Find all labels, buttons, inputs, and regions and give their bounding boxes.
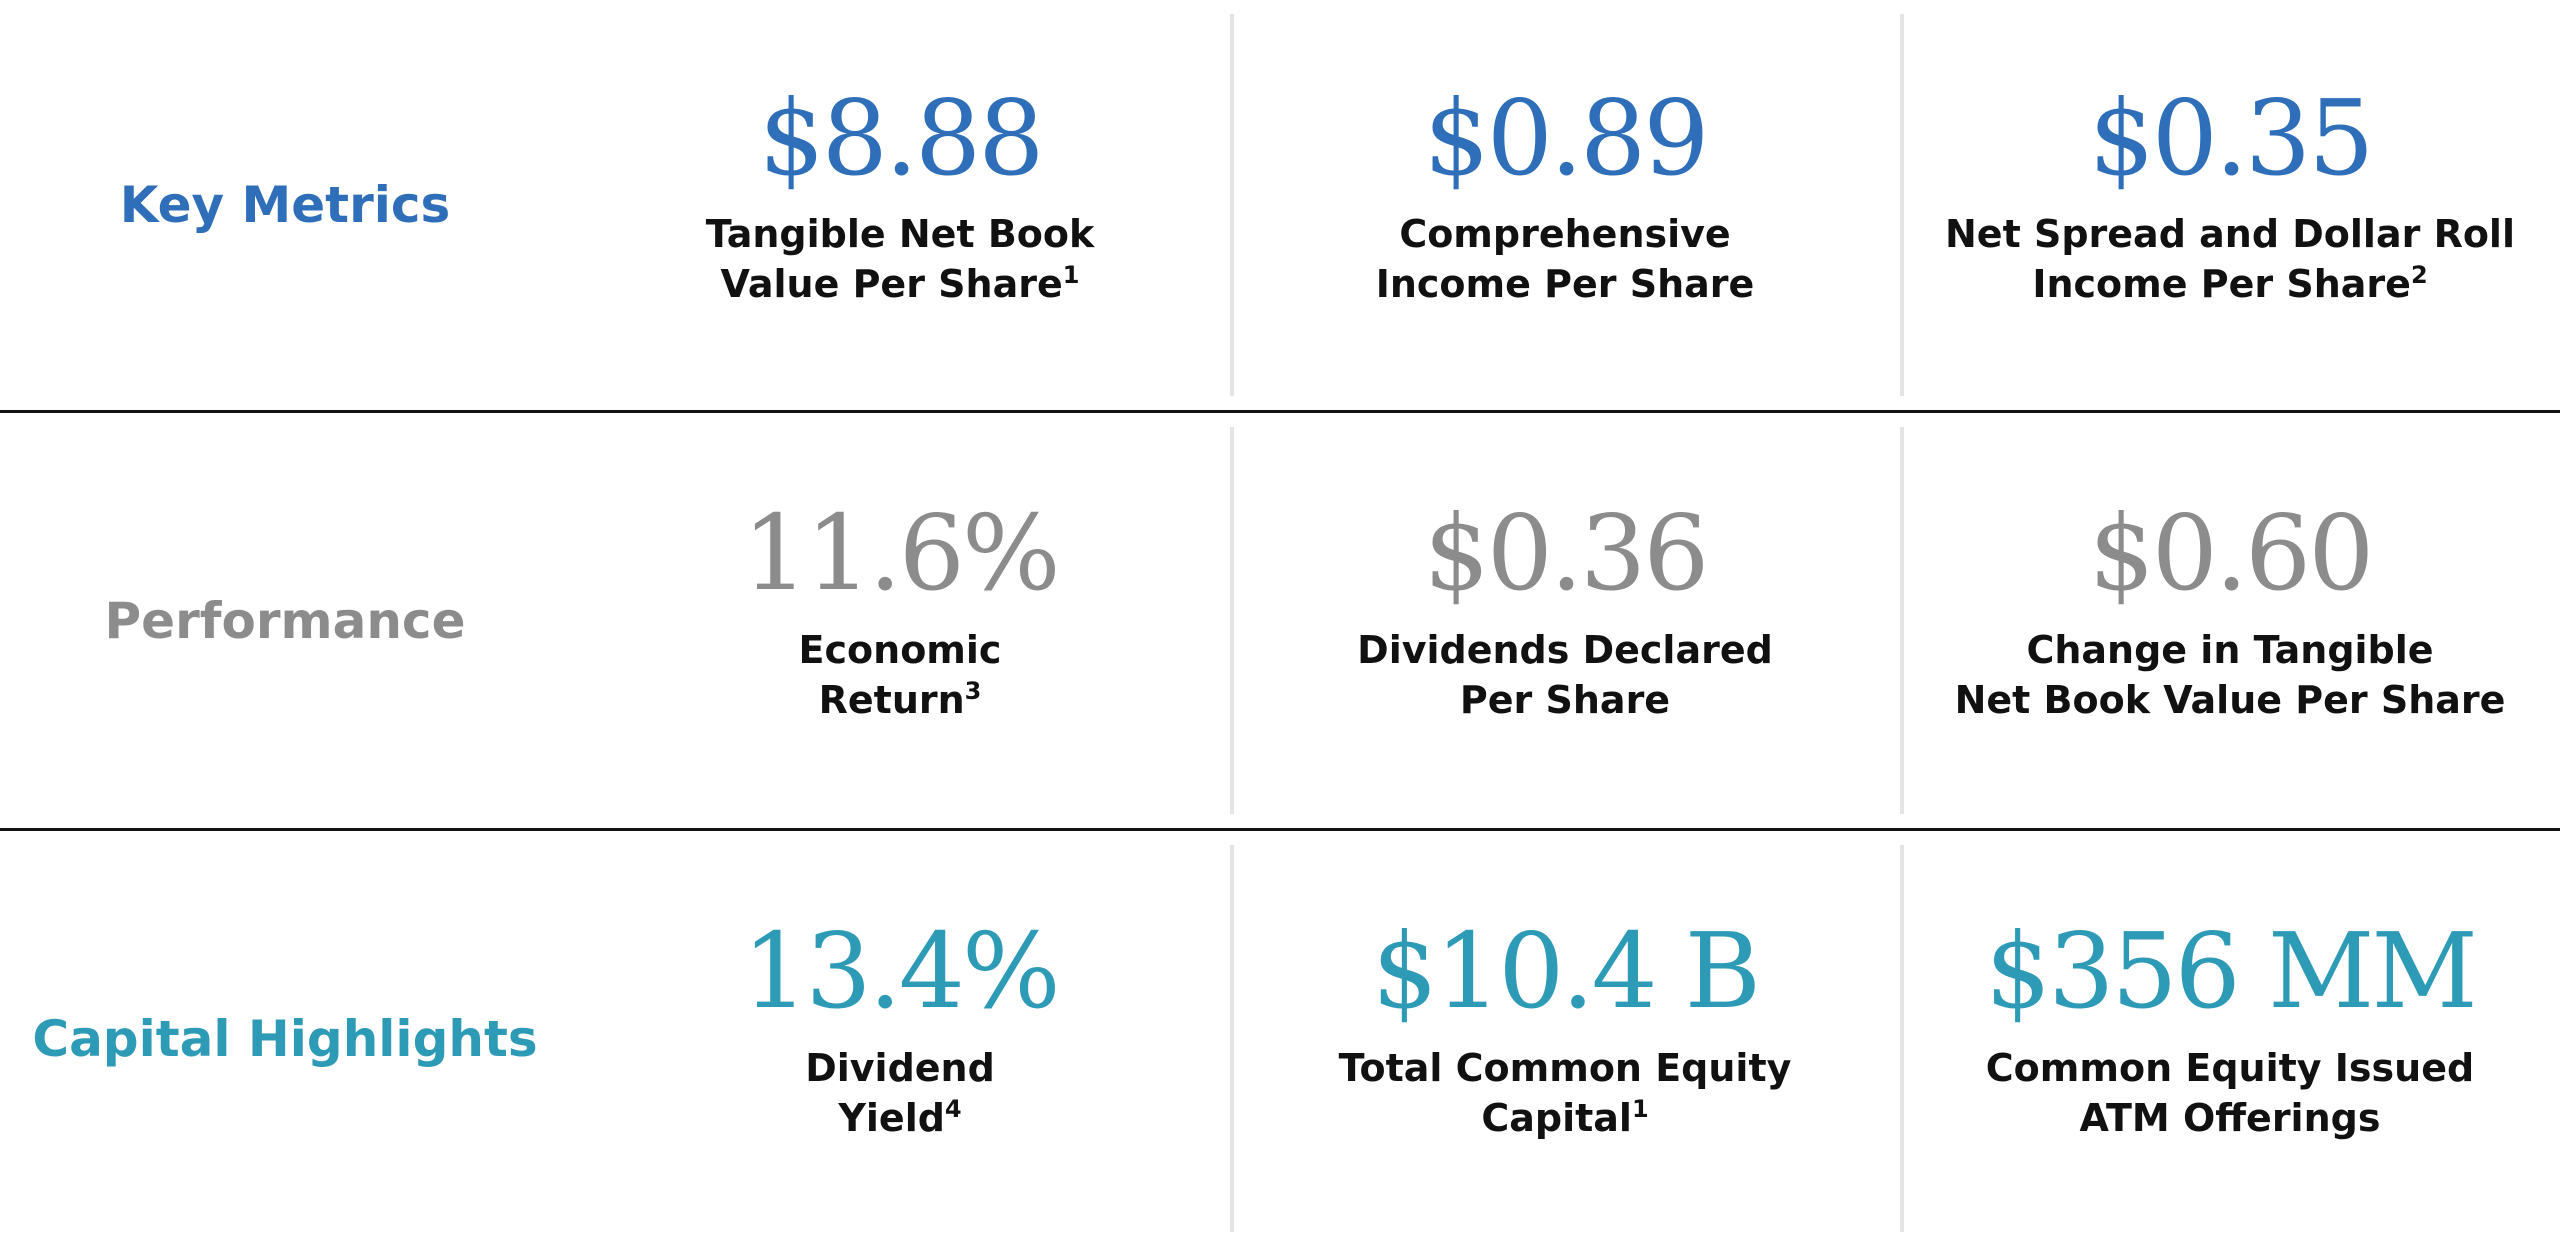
metric-cell: $8.88 Tangible Net Book Value Per Share1 — [570, 0, 1230, 410]
description-text: Comprehensive — [1399, 212, 1731, 257]
metric-cell: 13.4% Dividend Yield4 — [570, 831, 1230, 1246]
metric-value: $0.60 — [2088, 492, 2375, 615]
description-text: Yield — [838, 1095, 945, 1140]
metric-description: Net Spread and Dollar Roll Income Per Sha… — [1945, 209, 2515, 309]
metric-cell: $0.60 Change in Tangible Net Book Value Pe… — [1900, 413, 2560, 828]
metric-row: Performance 11.6% Economic Return3 $0.36 Divi… — [0, 410, 2560, 828]
description-line: Income Per Share2 — [1945, 259, 2515, 309]
description-line: ATM Offerings — [1986, 1093, 2474, 1143]
metric-cell: $0.89 Comprehensive Income Per Share — [1230, 0, 1900, 410]
metric-cell: $0.36 Dividends Declared Per Share — [1230, 413, 1900, 828]
metric-description: Dividends Declared Per Share — [1357, 625, 1773, 725]
metric-row: Capital Highlights 13.4% Dividend Yield4 $10… — [0, 828, 2560, 1246]
metric-description: Tangible Net Book Value Per Share1 — [706, 209, 1095, 309]
description-line: Per Share — [1357, 675, 1773, 725]
description-text: Economic — [798, 627, 1002, 672]
footnote-mark: 1 — [1062, 261, 1080, 290]
description-text: Net Spread and Dollar Roll — [1945, 212, 2515, 257]
metric-row: Key Metrics $8.88 Tangible Net Book Value P… — [0, 0, 2560, 410]
description-text: Total Common Equity — [1338, 1045, 1792, 1090]
description-line: Change in Tangible — [1955, 625, 2506, 675]
description-line: Capital1 — [1339, 1093, 1792, 1143]
metric-value: $8.88 — [758, 76, 1045, 199]
description-text: Capital — [1481, 1095, 1632, 1140]
metric-description: Economic Return3 — [799, 625, 1002, 725]
description-text: Return — [818, 677, 965, 722]
description-line: Economic — [799, 625, 1002, 675]
metric-value: $356 MM — [1985, 910, 2478, 1033]
metric-cell: $0.35 Net Spread and Dollar Roll Income Pe… — [1900, 0, 2560, 410]
description-line: Return3 — [799, 675, 1002, 725]
description-text: Dividends Declared — [1357, 627, 1773, 672]
description-line: Total Common Equity — [1339, 1043, 1792, 1093]
row-label: Key Metrics — [119, 176, 451, 234]
metric-value: $0.89 — [1423, 76, 1710, 199]
description-text: Income Per Share — [2032, 262, 2411, 307]
description-line: Net Book Value Per Share — [1955, 675, 2506, 725]
description-line: Comprehensive — [1376, 209, 1755, 259]
metric-value: $0.35 — [2088, 76, 2375, 199]
metric-cell: 11.6% Economic Return3 — [570, 413, 1230, 828]
description-text: Income Per Share — [1375, 262, 1755, 307]
description-line: Net Spread and Dollar Roll — [1945, 209, 2515, 259]
metric-description: Comprehensive Income Per Share — [1376, 209, 1755, 309]
metric-description: Change in Tangible Net Book Value Per Sha… — [1955, 625, 2506, 725]
description-text: ATM Offerings — [2079, 1095, 2381, 1140]
metric-description: Total Common Equity Capital1 — [1339, 1043, 1792, 1143]
footnote-mark: 2 — [2410, 261, 2428, 290]
description-line: Income Per Share — [1376, 259, 1755, 309]
footnote-mark: 1 — [1631, 1094, 1649, 1123]
description-text: Per Share — [1459, 677, 1671, 722]
description-line: Common Equity Issued — [1986, 1043, 2474, 1093]
metric-description: Dividend Yield4 — [805, 1043, 995, 1143]
row-label: Performance — [104, 591, 466, 650]
description-text: Value Per Share — [720, 262, 1063, 307]
description-line: Yield4 — [805, 1093, 995, 1143]
metric-cell: $356 MM Common Equity Issued ATM Offerings — [1900, 831, 2560, 1246]
metric-value: 11.6% — [742, 492, 1060, 615]
metric-description: Common Equity Issued ATM Offerings — [1986, 1043, 2474, 1143]
description-text: Common Equity Issued — [1985, 1045, 2475, 1090]
description-text: Tangible Net Book — [705, 212, 1095, 257]
description-line: Value Per Share1 — [706, 259, 1095, 309]
description-line: Dividends Declared — [1357, 625, 1773, 675]
metric-value: $10.4 B — [1371, 910, 1761, 1033]
footnote-mark: 3 — [964, 676, 982, 705]
description-line: Dividend — [805, 1043, 995, 1093]
description-line: Tangible Net Book — [706, 209, 1095, 259]
description-text: Net Book Value Per Share — [1954, 677, 2506, 722]
metric-value: 13.4% — [742, 910, 1060, 1033]
metric-cell: $10.4 B Total Common Equity Capital1 — [1230, 831, 1900, 1246]
row-label: Capital Highlights — [32, 1009, 538, 1068]
description-text: Dividend — [805, 1045, 995, 1090]
footnote-mark: 4 — [944, 1094, 962, 1123]
metric-value: $0.36 — [1423, 492, 1710, 615]
description-text: Change in Tangible — [2026, 627, 2434, 672]
